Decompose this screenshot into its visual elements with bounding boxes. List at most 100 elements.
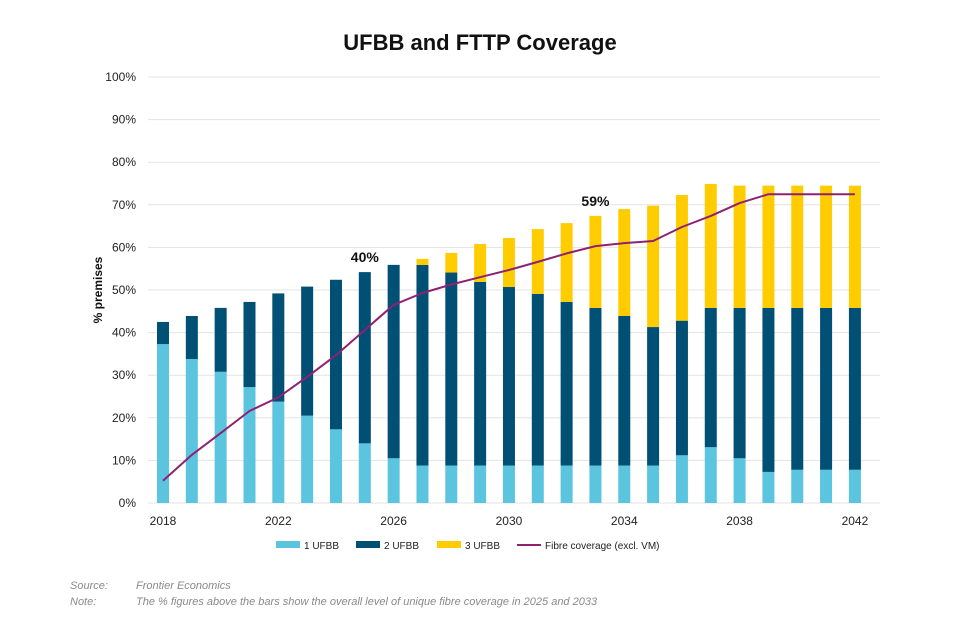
- bar-2-ufbb-2029: [474, 281, 487, 466]
- bar-2-ufbb-2031: [531, 293, 544, 466]
- bar-1-ufbb-2038: [733, 458, 746, 503]
- x-tick-label: 2042: [842, 514, 869, 528]
- bar-2-ufbb-2020: [214, 307, 227, 372]
- bar-2-ufbb-2028: [445, 272, 458, 466]
- y-tick-label: 100%: [105, 70, 136, 84]
- bar-2-ufbb-2027: [416, 264, 429, 466]
- bar-1-ufbb-2036: [675, 455, 688, 503]
- note-row: Note: The % figures above the bars show …: [70, 594, 597, 610]
- y-tick-label: 10%: [112, 453, 136, 467]
- note-value: The % figures above the bars show the ov…: [136, 596, 598, 608]
- line-series: [162, 193, 855, 482]
- x-tick-label: 2038: [726, 514, 753, 528]
- source-row: Source: Frontier Economics: [70, 578, 597, 594]
- bar-2-ufbb-2032: [560, 301, 573, 466]
- bar-2-ufbb-2037: [704, 307, 717, 448]
- source-key: Source:: [70, 580, 108, 592]
- legend-label: 2 UFBB: [384, 541, 419, 552]
- footer: Source: Frontier Economics Note: The % f…: [70, 578, 597, 610]
- bar-3-ufbb-2033: [589, 215, 602, 308]
- bar-3-ufbb-2028: [445, 252, 458, 273]
- bar-2-ufbb-2040: [791, 307, 804, 470]
- bar-1-ufbb-2034: [618, 465, 631, 503]
- x-axis-ticks: 2018 2022 2026 2030 2034 2038 2042: [150, 514, 869, 528]
- bar-1-ufbb-2023: [301, 415, 314, 503]
- bar-1-ufbb-2028: [445, 465, 458, 503]
- legend-label: Fibre coverage (excl. VM): [545, 541, 659, 552]
- bar-1-ufbb-2026: [387, 458, 400, 503]
- y-tick-label: 30%: [112, 368, 136, 382]
- bar-2-ufbb-2042: [848, 307, 861, 470]
- y-tick-label: 80%: [112, 155, 136, 169]
- bar-3-ufbb-2038: [733, 185, 746, 308]
- bar-2-ufbb-2030: [502, 287, 515, 466]
- bar-1-ufbb-2022: [272, 401, 285, 503]
- x-tick-label: 2018: [150, 514, 177, 528]
- bar-2-ufbb-2022: [272, 293, 285, 402]
- bars: [157, 183, 861, 503]
- legend-label: 1 UFBB: [304, 541, 339, 552]
- bar-2-ufbb-2036: [675, 320, 688, 456]
- bar-1-ufbb-2018: [157, 344, 169, 503]
- bar-3-ufbb-2039: [762, 185, 775, 308]
- y-tick-label: 50%: [112, 283, 136, 297]
- bar-1-ufbb-2032: [560, 465, 573, 503]
- bar-2-ufbb-2019: [185, 315, 198, 360]
- bar-2-ufbb-2035: [647, 327, 660, 466]
- note-key: Note:: [70, 596, 97, 608]
- bar-2-ufbb-2033: [589, 307, 602, 466]
- legend-swatch: [356, 541, 380, 548]
- bar-3-ufbb-2037: [704, 183, 717, 308]
- x-tick-label: 2026: [380, 514, 407, 528]
- bar-1-ufbb-2019: [185, 359, 198, 503]
- y-axis-label: % premises: [91, 256, 105, 323]
- annotations: 40% 59%: [351, 193, 610, 265]
- line-fibre-coverage: [162, 193, 855, 482]
- bar-1-ufbb-2033: [589, 465, 602, 503]
- bar-2-ufbb-2023: [301, 286, 314, 416]
- bar-2-ufbb-2021: [243, 301, 256, 388]
- bar-1-ufbb-2042: [848, 469, 861, 503]
- bar-1-ufbb-2020: [214, 371, 227, 503]
- bar-1-ufbb-2021: [243, 387, 256, 503]
- legend-swatch: [437, 541, 461, 548]
- y-tick-label: 60%: [112, 240, 136, 254]
- bar-2-ufbb-2018: [157, 321, 169, 345]
- bar-1-ufbb-2027: [416, 465, 429, 503]
- bar-2-ufbb-2041: [820, 307, 833, 470]
- bar-3-ufbb-2032: [560, 223, 573, 302]
- bar-1-ufbb-2031: [531, 465, 544, 503]
- bar-3-ufbb-2036: [675, 195, 688, 321]
- bar-2-ufbb-2034: [618, 315, 631, 466]
- bar-1-ufbb-2025: [358, 443, 371, 503]
- x-tick-label: 2030: [496, 514, 523, 528]
- bar-1-ufbb-2041: [820, 469, 833, 503]
- annotation-label: 40%: [351, 249, 380, 265]
- y-tick-label: 70%: [112, 198, 136, 212]
- x-tick-label: 2022: [265, 514, 292, 528]
- bar-2-ufbb-2026: [387, 264, 400, 459]
- bar-3-ufbb-2030: [502, 238, 515, 288]
- legend-swatch: [276, 541, 300, 548]
- bar-1-ufbb-2029: [474, 465, 487, 503]
- bar-2-ufbb-2039: [762, 307, 775, 472]
- bar-2-ufbb-2038: [733, 307, 746, 459]
- y-tick-label: 0%: [119, 496, 137, 510]
- bar-3-ufbb-2035: [647, 205, 660, 328]
- y-tick-label: 20%: [112, 411, 136, 425]
- bar-1-ufbb-2030: [502, 465, 515, 503]
- bar-3-ufbb-2029: [474, 243, 487, 282]
- bar-1-ufbb-2037: [704, 447, 717, 503]
- bar-1-ufbb-2024: [329, 429, 342, 503]
- y-axis-ticks: 0% 10% 20% 30% 40% 50% 60% 70% 80% 90% 100%: [105, 70, 136, 510]
- annotation-label: 59%: [581, 193, 610, 209]
- legend: 1 UFBB 2 UFBB 3 UFBB Fibre coverage (excl. …: [276, 541, 659, 552]
- bar-1-ufbb-2035: [647, 465, 660, 503]
- bar-1-ufbb-2039: [762, 471, 775, 503]
- y-tick-label: 40%: [112, 326, 136, 340]
- bar-3-ufbb-2041: [820, 185, 833, 308]
- bar-3-ufbb-2034: [618, 209, 631, 316]
- bar-2-ufbb-2025: [358, 272, 371, 444]
- chart-title: UFBB and FTTP Coverage: [343, 30, 616, 55]
